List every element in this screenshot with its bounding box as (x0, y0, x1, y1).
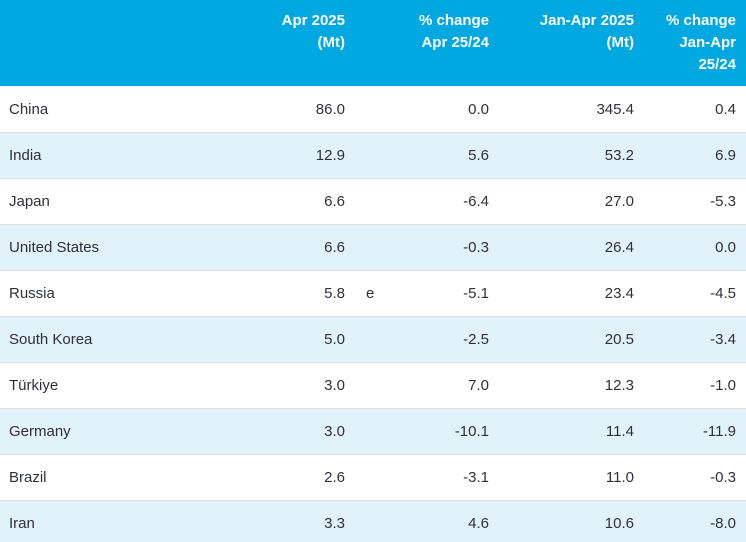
estimate-flag-cell (345, 85, 395, 132)
header-estimate-flag (345, 0, 395, 86)
jan-apr-2025-value-cell: 11.4 (489, 407, 634, 454)
pct-change-jan-apr-cell: -8.0 (634, 499, 746, 542)
estimate-flag-cell: e (345, 269, 395, 316)
apr-2025-value-cell: 3.0 (250, 407, 345, 454)
pct-change-apr-cell: 4.6 (395, 499, 489, 542)
country-cell: India (0, 131, 250, 178)
table-header: Apr 2025 (Mt) % change Apr 25/24 Jan-Apr… (0, 0, 746, 86)
pct-change-jan-apr-cell: 0.0 (634, 223, 746, 270)
pct-change-jan-apr-cell: 0.4 (634, 85, 746, 132)
pct-change-apr-cell: 0.0 (395, 85, 489, 132)
pct-change-apr-cell: -5.1 (395, 269, 489, 316)
estimate-flag-cell (345, 361, 395, 408)
pct-change-apr-cell: 7.0 (395, 361, 489, 408)
country-cell: Türkiye (0, 361, 250, 408)
apr-2025-value-cell: 3.0 (250, 361, 345, 408)
pct-change-apr-cell: 5.6 (395, 131, 489, 178)
header-pct-change-jan-apr: % change Jan-Apr 25/24 (634, 0, 746, 86)
table-row: Türkiye 3.0 7.0 12.3 -1.0 (0, 361, 746, 408)
pct-change-jan-apr-cell: -11.9 (634, 407, 746, 454)
pct-change-jan-apr-cell: -3.4 (634, 315, 746, 362)
pct-change-apr-cell: -3.1 (395, 453, 489, 500)
country-cell: Iran (0, 499, 250, 542)
table-row: Iran 3.3 4.6 10.6 -8.0 (0, 499, 746, 542)
estimate-flag-cell (345, 131, 395, 178)
table-row: South Korea 5.0 -2.5 20.5 -3.4 (0, 315, 746, 362)
header-apr-2025-mt: Apr 2025 (Mt) (250, 0, 345, 86)
country-cell: Brazil (0, 453, 250, 500)
header-jan-apr-2025-mt: Jan-Apr 2025 (Mt) (489, 0, 634, 86)
estimate-flag-cell (345, 315, 395, 362)
header-row: Apr 2025 (Mt) % change Apr 25/24 Jan-Apr… (0, 0, 746, 86)
table-row: Brazil 2.6 -3.1 11.0 -0.3 (0, 453, 746, 500)
jan-apr-2025-value-cell: 27.0 (489, 177, 634, 224)
estimate-flag-cell (345, 499, 395, 542)
estimate-flag-cell (345, 223, 395, 270)
jan-apr-2025-value-cell: 23.4 (489, 269, 634, 316)
jan-apr-2025-value-cell: 53.2 (489, 131, 634, 178)
country-cell: United States (0, 223, 250, 270)
estimate-flag-cell (345, 407, 395, 454)
country-cell: China (0, 85, 250, 132)
jan-apr-2025-value-cell: 11.0 (489, 453, 634, 500)
apr-2025-value-cell: 2.6 (250, 453, 345, 500)
country-cell: Japan (0, 177, 250, 224)
table-row: Russia 5.8 e -5.1 23.4 -4.5 (0, 269, 746, 316)
table-row: Japan 6.6 -6.4 27.0 -5.3 (0, 177, 746, 224)
header-country (0, 0, 250, 86)
table-row: China 86.0 0.0 345.4 0.4 (0, 85, 746, 132)
table-row: India 12.9 5.6 53.2 6.9 (0, 131, 746, 178)
estimate-flag-cell (345, 177, 395, 224)
country-cell: Russia (0, 269, 250, 316)
apr-2025-value-cell: 3.3 (250, 499, 345, 542)
apr-2025-value-cell: 6.6 (250, 177, 345, 224)
pct-change-jan-apr-cell: -1.0 (634, 361, 746, 408)
jan-apr-2025-value-cell: 26.4 (489, 223, 634, 270)
country-cell: South Korea (0, 315, 250, 362)
header-pct-change-apr: % change Apr 25/24 (395, 0, 489, 86)
pct-change-jan-apr-cell: -5.3 (634, 177, 746, 224)
apr-2025-value-cell: 6.6 (250, 223, 345, 270)
country-cell: Germany (0, 407, 250, 454)
apr-2025-value-cell: 5.8 (250, 269, 345, 316)
apr-2025-value-cell: 86.0 (250, 85, 345, 132)
table-body: China 86.0 0.0 345.4 0.4 India 12.9 5.6 … (0, 85, 746, 542)
apr-2025-value-cell: 5.0 (250, 315, 345, 362)
pct-change-jan-apr-cell: 6.9 (634, 131, 746, 178)
apr-2025-value-cell: 12.9 (250, 131, 345, 178)
pct-change-jan-apr-cell: -0.3 (634, 453, 746, 500)
jan-apr-2025-value-cell: 20.5 (489, 315, 634, 362)
jan-apr-2025-value-cell: 345.4 (489, 85, 634, 132)
table-row: United States 6.6 -0.3 26.4 0.0 (0, 223, 746, 270)
table-row: Germany 3.0 -10.1 11.4 -11.9 (0, 407, 746, 454)
pct-change-jan-apr-cell: -4.5 (634, 269, 746, 316)
pct-change-apr-cell: -0.3 (395, 223, 489, 270)
jan-apr-2025-value-cell: 10.6 (489, 499, 634, 542)
pct-change-apr-cell: -10.1 (395, 407, 489, 454)
jan-apr-2025-value-cell: 12.3 (489, 361, 634, 408)
pct-change-apr-cell: -6.4 (395, 177, 489, 224)
estimate-flag-cell (345, 453, 395, 500)
pct-change-apr-cell: -2.5 (395, 315, 489, 362)
